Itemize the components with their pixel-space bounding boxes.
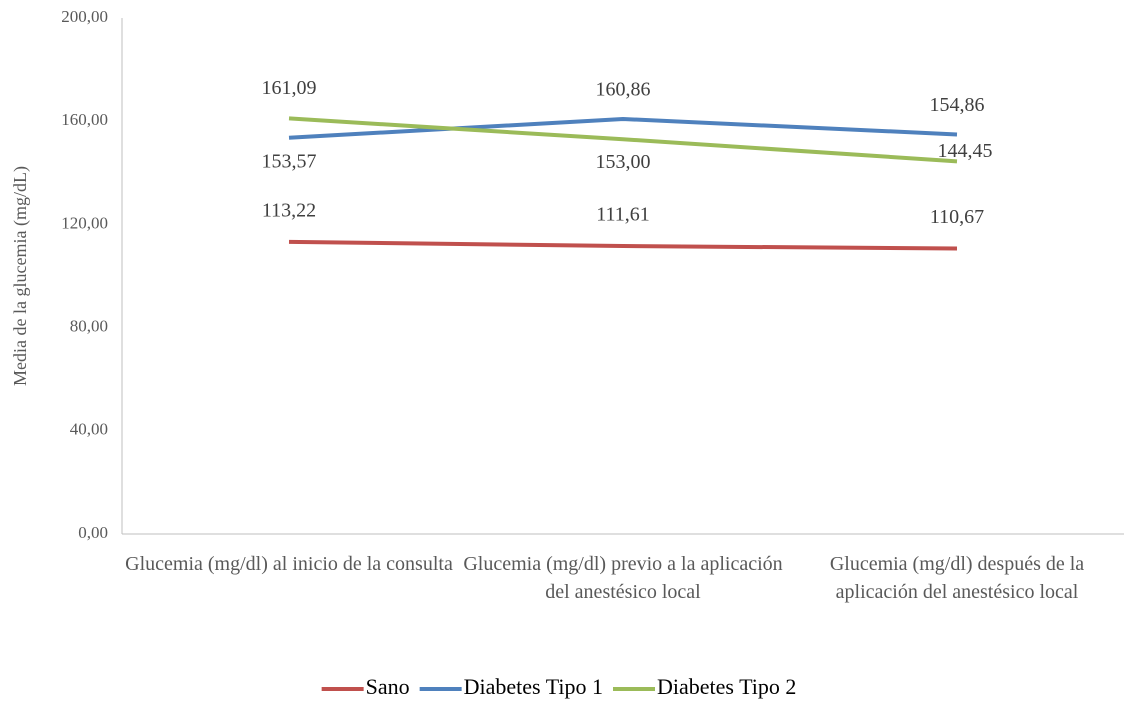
data-label: 113,22 [262,199,316,221]
y-tick-label: 80,00 [70,317,108,336]
series-line [288,239,958,251]
y-axis-title: Media de la glucemia (mg/dL) [10,166,31,386]
data-label: 160,86 [596,79,651,101]
x-tick-label: Glucemia (mg/dl) al inicio de la consult… [125,553,453,575]
x-tick-label: Glucemia (mg/dl) previo a la aplicación … [463,553,783,603]
series-line [288,116,958,164]
legend-label: Diabetes Tipo 2 [657,674,796,699]
data-label: 153,00 [596,151,651,173]
y-tick-label: 120,00 [61,213,108,232]
data-label: 110,67 [930,206,984,228]
y-tick-label: 0,00 [78,523,108,542]
data-label: 111,61 [596,204,650,226]
y-tick-label: 40,00 [70,420,108,439]
x-tick-label: Glucemia (mg/dl) después de la aplicació… [829,553,1085,603]
series-line [288,116,958,140]
data-label: 154,86 [930,94,985,116]
y-tick-label: 160,00 [61,110,108,129]
data-label: 153,57 [262,150,317,172]
data-label: 144,45 [938,140,993,162]
legend-label: Diabetes Tipo 1 [464,674,603,699]
legend-label: Sano [366,674,410,699]
y-tick-label: 200,00 [61,7,108,26]
data-label: 161,09 [262,77,317,99]
